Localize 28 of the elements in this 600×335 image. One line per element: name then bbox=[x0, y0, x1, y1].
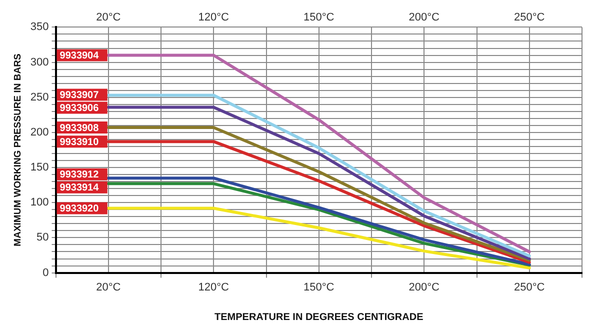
series-label: 9933920 bbox=[60, 203, 100, 214]
x-tick-label: 20°C bbox=[96, 12, 121, 24]
series-label: 9933910 bbox=[60, 136, 100, 148]
series-label: 9933908 bbox=[60, 122, 100, 134]
y-tick-label: 200 bbox=[30, 126, 49, 138]
series-label: 9933912 bbox=[60, 170, 100, 181]
x-axis-title: TEMPERATURE IN DEGREES CENTIGRADE bbox=[214, 312, 424, 323]
category-label: 150°C bbox=[304, 281, 334, 294]
category-label: 200°C bbox=[408, 281, 440, 294]
x-tick-label: 250°C bbox=[514, 12, 545, 24]
series-label: 9933914 bbox=[60, 182, 100, 194]
x-tick-label: 120°C bbox=[198, 12, 230, 24]
series-label: 9933904 bbox=[60, 50, 100, 62]
series-label: 9933906 bbox=[60, 102, 100, 114]
y-tick-label: 150 bbox=[30, 162, 49, 174]
series-label: 9933907 bbox=[60, 90, 100, 101]
y-tick-label: 0 bbox=[42, 266, 49, 279]
x-tick-label: 150°C bbox=[304, 12, 334, 24]
y-axis-title: MAXIMUM WORKING PRESSURE IN BARS bbox=[12, 54, 24, 246]
category-label: 120°C bbox=[198, 281, 229, 294]
category-label: 20°C bbox=[96, 281, 121, 294]
y-tick-label: 350 bbox=[30, 21, 49, 34]
x-tick-label: 200°C bbox=[408, 12, 440, 24]
y-tick-label: 100 bbox=[30, 196, 49, 209]
y-tick-label: 250 bbox=[30, 91, 49, 104]
category-label: 250°C bbox=[514, 281, 545, 294]
y-tick-label: 300 bbox=[30, 56, 49, 68]
y-tick-label: 50 bbox=[36, 232, 49, 244]
